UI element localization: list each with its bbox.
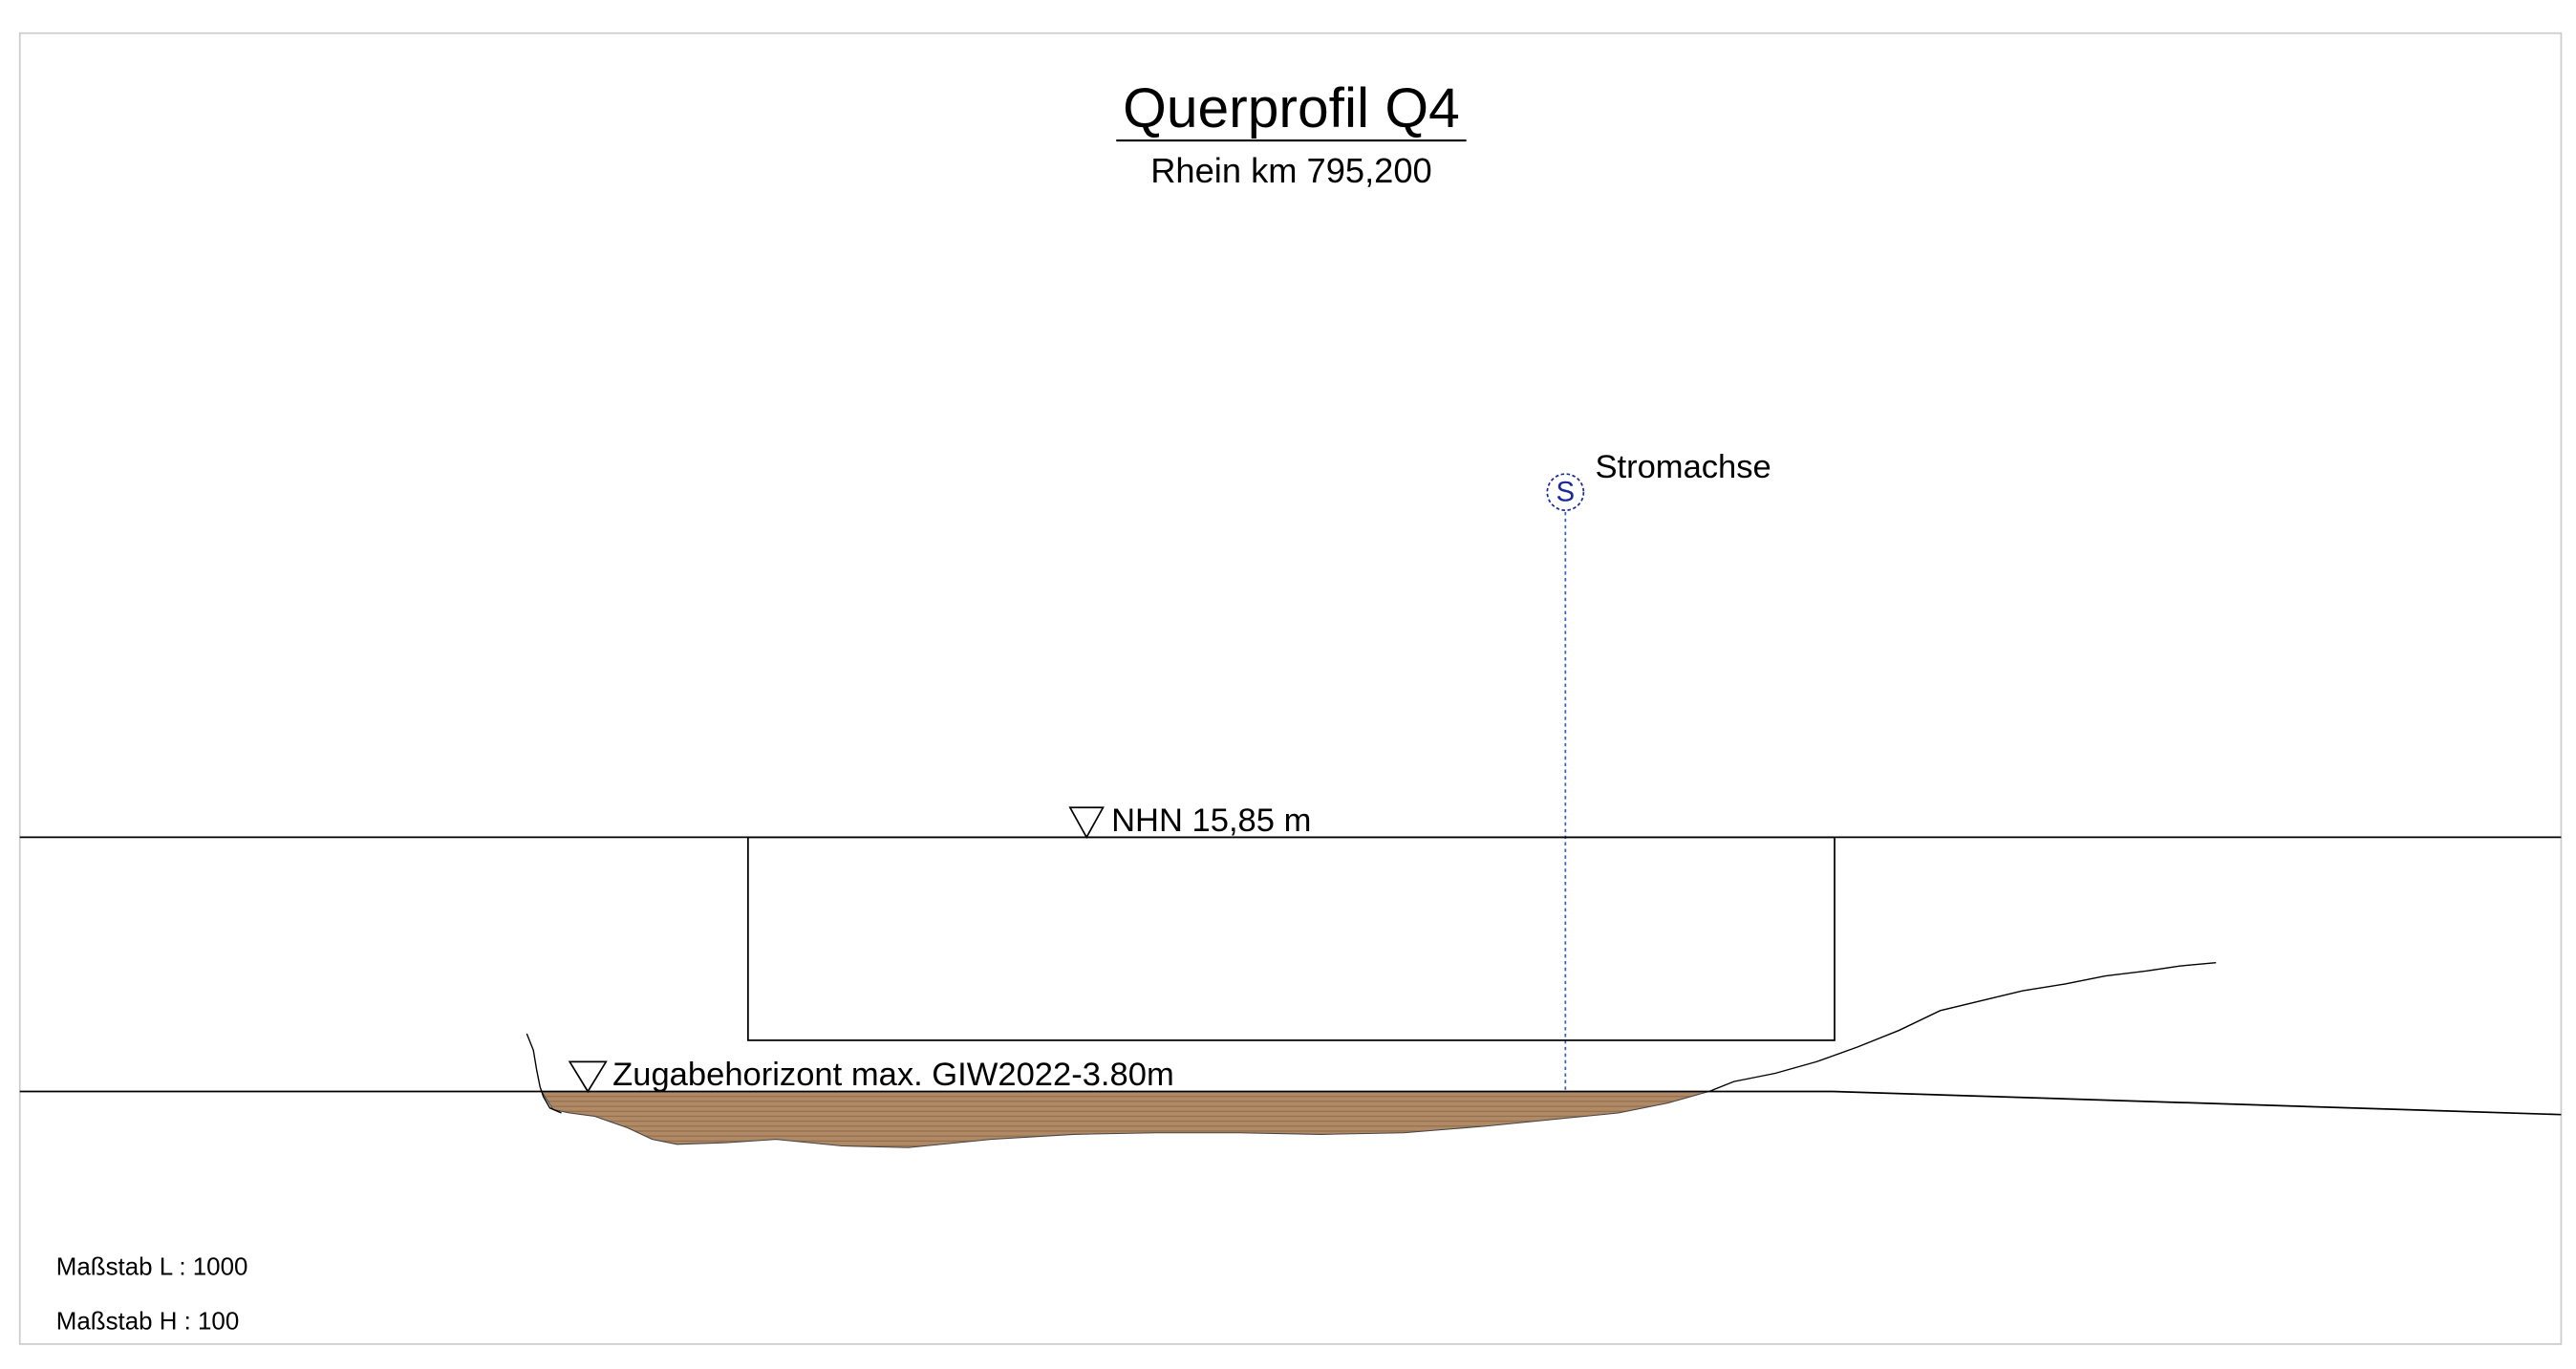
fairway-box — [747, 836, 1835, 1041]
scale-label: Maßstab H : 100 — [56, 1308, 240, 1335]
axis-label: Stromachse — [1595, 449, 1771, 485]
axis-symbol: S — [1556, 477, 1576, 508]
zugabe-line — [19, 1090, 2562, 1116]
level-label: NHN 15,85 m — [1111, 802, 1311, 839]
right-bank — [1708, 962, 2217, 1093]
level-marker — [1068, 806, 1105, 840]
frame — [18, 32, 2563, 1345]
subtitle: Rhein km 795,200 — [1150, 151, 1431, 190]
scale-label: Maßstab L : 1000 — [56, 1253, 248, 1280]
title: Querprofil Q4 — [1123, 77, 1460, 139]
level-label: Zugabehorizont max. GIW2022-3.80m — [612, 1057, 1174, 1093]
dredge-area — [540, 1090, 1709, 1148]
left-bank — [526, 1033, 562, 1114]
axis-symbol-circle — [1546, 473, 1585, 512]
level-marker — [568, 1060, 608, 1094]
